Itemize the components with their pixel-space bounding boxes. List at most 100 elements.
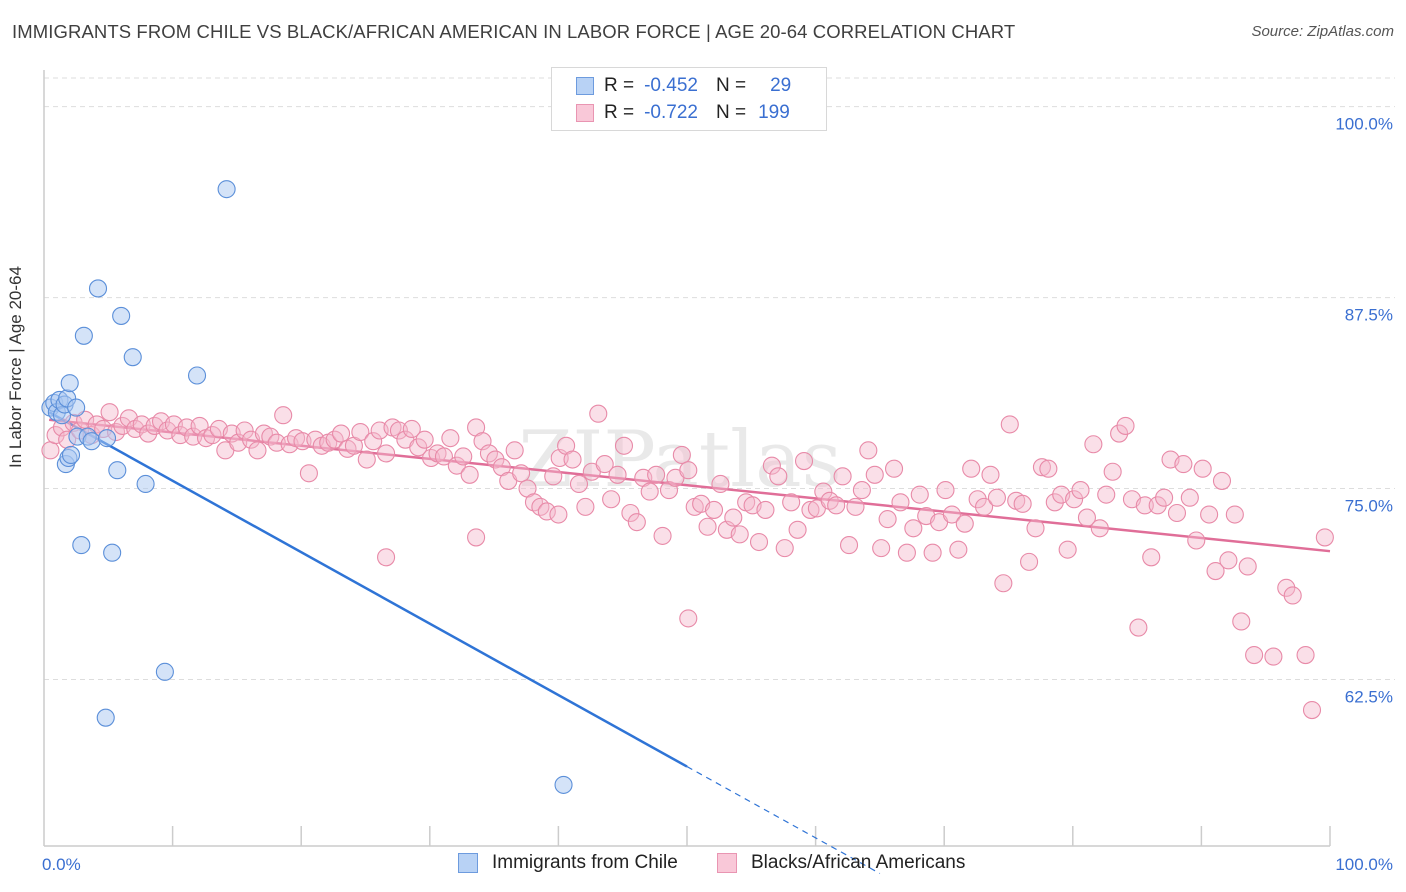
data-point-chile — [217, 180, 236, 199]
legend-label-blacks: Blacks/African Americans — [751, 852, 966, 873]
data-point-blacks — [936, 481, 955, 500]
data-point-blacks — [859, 441, 878, 460]
data-point-blacks — [1077, 508, 1096, 527]
data-point-blacks — [1245, 646, 1264, 665]
data-point-blacks — [672, 445, 691, 464]
data-point-blacks — [1084, 435, 1103, 454]
correlation-legend: R = -0.452 N = 29 R = -0.722 N = 199 — [551, 67, 827, 131]
data-point-blacks — [1103, 462, 1122, 481]
data-point-blacks — [814, 482, 833, 501]
data-point-blacks — [377, 548, 396, 567]
data-point-blacks — [486, 450, 505, 469]
data-point-blacks — [756, 500, 775, 519]
data-point-chile — [61, 445, 81, 464]
data-point-blacks — [454, 447, 473, 466]
data-point-chile — [97, 429, 117, 448]
data-point-blacks — [1277, 578, 1296, 597]
data-point-blacks — [248, 441, 267, 460]
data-point-chile — [74, 326, 93, 345]
data-point-blacks — [923, 543, 942, 562]
data-point-blacks — [1071, 481, 1090, 500]
data-point-blacks — [1026, 519, 1045, 538]
data-point-blacks — [569, 474, 589, 494]
data-point-blacks — [576, 497, 595, 516]
data-point-blacks — [602, 490, 621, 509]
data-point-chile — [554, 775, 573, 794]
data-point-blacks — [730, 525, 749, 544]
data-point-blacks — [878, 510, 897, 529]
data-point-blacks — [1020, 552, 1039, 571]
legend-n-label: N = — [715, 75, 747, 96]
data-point-blacks — [1212, 471, 1232, 490]
legend-label-chile: Immigrants from Chile — [492, 852, 678, 873]
series-legend: Immigrants from Chile Blacks/African Ame… — [0, 852, 1406, 878]
data-point-blacks — [1142, 548, 1161, 567]
data-point-blacks — [1200, 505, 1219, 524]
data-point-blacks — [975, 497, 994, 516]
data-point-blacks — [1013, 494, 1032, 513]
data-point-chile — [108, 461, 127, 480]
data-point-blacks — [531, 497, 550, 516]
data-point-blacks — [1167, 503, 1187, 523]
data-point-blacks — [1058, 540, 1077, 559]
data-point-blacks — [621, 503, 640, 523]
data-point-blacks — [549, 505, 568, 524]
data-point-chile — [112, 306, 131, 325]
data-point-blacks — [827, 496, 846, 515]
data-point-blacks — [467, 528, 486, 547]
legend-r-label: R = — [604, 102, 635, 123]
x-tick-label: 0.0% — [42, 855, 81, 874]
data-point-blacks — [839, 536, 859, 555]
data-point-blacks — [505, 441, 524, 460]
data-point-blacks — [962, 459, 981, 478]
data-point-blacks — [100, 403, 119, 422]
legend-row-blacks: R = -0.722 N = 199 — [576, 100, 790, 126]
chart-title: IMMIGRANTS FROM CHILE VS BLACK/AFRICAN A… — [12, 21, 1016, 42]
data-point-blacks — [653, 526, 672, 545]
data-point-blacks — [769, 467, 788, 486]
data-point-blacks — [1065, 490, 1084, 509]
data-point-blacks — [299, 464, 318, 483]
data-point-blacks — [139, 424, 158, 443]
legend-r-value: -0.722 — [644, 102, 698, 123]
data-point-blacks — [351, 422, 370, 442]
data-point-chile — [96, 708, 115, 727]
data-point-blacks — [409, 438, 428, 457]
data-point-blacks — [762, 456, 781, 475]
data-point-blacks — [994, 574, 1013, 593]
legend-r-value: -0.452 — [644, 75, 698, 96]
data-point-chile — [60, 374, 79, 393]
data-point-blacks — [801, 500, 820, 519]
data-point-blacks — [884, 459, 904, 478]
data-point-chile — [123, 348, 142, 367]
data-point-blacks — [910, 485, 929, 504]
data-point-chile — [67, 398, 86, 417]
data-point-blacks — [1296, 646, 1315, 665]
x-tick-label: 100.0% — [1335, 855, 1393, 874]
data-point-blacks — [1000, 415, 1019, 434]
data-point-blacks — [846, 497, 865, 516]
data-point-blacks — [1283, 586, 1302, 605]
data-point-blacks — [1097, 485, 1116, 504]
data-point-blacks — [1193, 459, 1212, 478]
data-point-blacks — [614, 436, 634, 455]
data-point-blacks — [402, 419, 421, 439]
data-point-blacks — [377, 444, 396, 463]
data-point-blacks — [1174, 455, 1193, 474]
data-point-blacks — [1180, 488, 1199, 507]
data-point-blacks — [274, 406, 293, 425]
data-point-blacks — [775, 539, 794, 558]
legend-r-label: R = — [604, 75, 635, 96]
source-label: Source: ZipAtlas.com — [1251, 23, 1394, 40]
data-point-blacks — [544, 467, 563, 486]
data-point-blacks — [647, 465, 666, 484]
data-point-blacks — [1219, 551, 1238, 570]
data-point-blacks — [724, 508, 743, 527]
data-point-blacks — [865, 465, 884, 484]
legend-item-blacks: Blacks/African Americans — [717, 852, 965, 874]
data-point-chile — [103, 543, 122, 562]
y-tick-label: 100.0% — [1335, 115, 1393, 134]
series-blacks-points — [41, 403, 1334, 720]
data-point-blacks — [1032, 458, 1051, 477]
